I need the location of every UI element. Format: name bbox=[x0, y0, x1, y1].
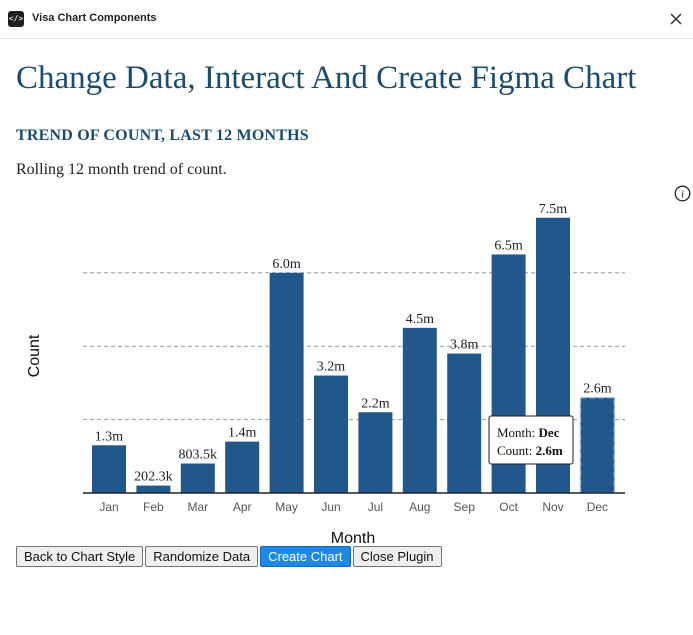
tooltip: Month: Dec Count: 2.6m bbox=[488, 415, 574, 465]
bar-value-label: 3.2m bbox=[317, 360, 346, 375]
x-tick-label: Sep bbox=[454, 500, 476, 514]
x-tick-label: Dec bbox=[587, 500, 608, 514]
title-bar: </> Visa Chart Components bbox=[0, 0, 693, 39]
chart-subtitle: TREND OF COUNT, LAST 12 MONTHS bbox=[16, 127, 309, 144]
window-title: Visa Chart Components bbox=[32, 12, 157, 24]
chart-description: Rolling 12 month trend of count. bbox=[16, 161, 227, 178]
bar-value-label: 4.5m bbox=[406, 312, 435, 327]
bar-value-label: 202.3k bbox=[134, 470, 173, 485]
bar-aug[interactable] bbox=[402, 327, 437, 493]
bar-chart: 1.3m 202.3k 803.5k 1.4m 6.0m 3.2m 2.2m 4.5m 3.8m… bbox=[26, 202, 625, 547]
bar-sep[interactable] bbox=[447, 353, 482, 493]
bar-value-label: 2.2m bbox=[361, 396, 390, 411]
page-title: Change Data, Interact And Create Figma C… bbox=[16, 60, 637, 96]
bar-jun[interactable] bbox=[314, 375, 348, 493]
bar-jan[interactable] bbox=[92, 445, 126, 493]
bar-value-label: 6.0m bbox=[272, 257, 301, 272]
bar-apr[interactable] bbox=[225, 441, 260, 493]
bar-value-label: 6.5m bbox=[494, 238, 523, 253]
button-bar: Back to Chart Style Randomize Data Creat… bbox=[16, 546, 442, 567]
close-plugin-button[interactable]: Close Plugin bbox=[352, 546, 442, 567]
bar-value-label: 2.6m bbox=[583, 382, 612, 397]
bar-dec[interactable] bbox=[579, 396, 616, 494]
tooltip-count: Count: 2.6m bbox=[497, 443, 563, 458]
value-labels: 1.3m 202.3k 803.5k 1.4m 6.0m 3.2m 2.2m 4.5m 3.8m… bbox=[95, 202, 612, 485]
x-tick-label: Jul bbox=[368, 500, 383, 514]
bar-value-label: 3.8m bbox=[450, 338, 479, 353]
bar-may[interactable] bbox=[269, 272, 304, 493]
close-icon[interactable] bbox=[666, 9, 686, 29]
create-chart-button[interactable]: Create Chart bbox=[260, 546, 351, 567]
bar-jul[interactable] bbox=[358, 412, 393, 493]
bar-value-label: 7.5m bbox=[539, 202, 568, 217]
tooltip-month: Month: Dec bbox=[497, 425, 560, 440]
x-axis-ticks: Jan Feb Mar Apr May Jun Jul Aug Sep Oct Nov Dec bbox=[99, 500, 608, 514]
tooltip-box bbox=[488, 415, 574, 465]
x-tick-label: Mar bbox=[187, 500, 208, 514]
x-tick-label: Jun bbox=[321, 500, 340, 514]
x-axis-label: Month bbox=[331, 530, 375, 547]
info-icon[interactable]: i bbox=[674, 185, 691, 202]
code-icon: </> bbox=[8, 11, 24, 27]
x-tick-label: Oct bbox=[499, 500, 518, 514]
bar-value-label: 1.4m bbox=[228, 426, 257, 441]
x-tick-label: Aug bbox=[409, 500, 430, 514]
randomize-data-button[interactable]: Randomize Data bbox=[145, 546, 259, 567]
x-tick-label: Nov bbox=[542, 500, 563, 514]
y-axis-label: Count bbox=[26, 334, 43, 377]
x-tick-label: Feb bbox=[143, 500, 164, 514]
x-tick-label: Apr bbox=[233, 500, 252, 514]
x-tick-label: May bbox=[275, 500, 298, 514]
bar-value-label: 803.5k bbox=[179, 448, 218, 463]
bar-feb[interactable] bbox=[136, 485, 171, 493]
x-tick-label: Jan bbox=[99, 500, 118, 514]
bars bbox=[92, 217, 616, 494]
bar-mar[interactable] bbox=[180, 463, 215, 493]
back-to-chart-style-button[interactable]: Back to Chart Style bbox=[16, 546, 144, 567]
bar-value-label: 1.3m bbox=[95, 429, 124, 444]
svg-text:i: i bbox=[681, 189, 684, 201]
